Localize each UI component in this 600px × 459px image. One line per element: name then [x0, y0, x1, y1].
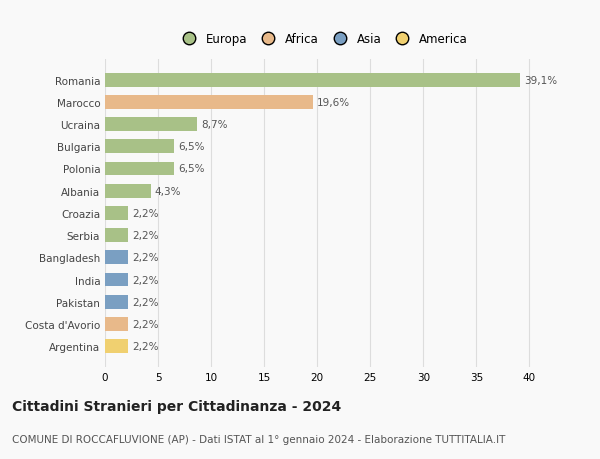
Text: 2,2%: 2,2% — [133, 319, 159, 329]
Bar — [105, 229, 128, 242]
Text: 2,2%: 2,2% — [133, 230, 159, 241]
Bar — [105, 295, 128, 309]
Text: 19,6%: 19,6% — [317, 98, 350, 108]
Bar — [105, 140, 174, 154]
Bar — [105, 96, 313, 110]
Bar — [105, 340, 128, 353]
Bar — [105, 118, 197, 132]
Text: 2,2%: 2,2% — [133, 208, 159, 218]
Bar — [105, 207, 128, 220]
Bar — [105, 162, 174, 176]
Bar — [105, 73, 520, 87]
Legend: Europa, Africa, Asia, America: Europa, Africa, Asia, America — [173, 28, 472, 51]
Text: 4,3%: 4,3% — [155, 186, 181, 196]
Text: COMUNE DI ROCCAFLUVIONE (AP) - Dati ISTAT al 1° gennaio 2024 - Elaborazione TUTT: COMUNE DI ROCCAFLUVIONE (AP) - Dati ISTA… — [12, 434, 505, 444]
Text: 6,5%: 6,5% — [178, 164, 205, 174]
Text: 2,2%: 2,2% — [133, 275, 159, 285]
Text: 39,1%: 39,1% — [524, 76, 557, 85]
Bar — [105, 273, 128, 287]
Text: Cittadini Stranieri per Cittadinanza - 2024: Cittadini Stranieri per Cittadinanza - 2… — [12, 399, 341, 413]
Text: 2,2%: 2,2% — [133, 253, 159, 263]
Bar — [105, 317, 128, 331]
Text: 8,7%: 8,7% — [202, 120, 228, 130]
Bar — [105, 185, 151, 198]
Text: 2,2%: 2,2% — [133, 297, 159, 307]
Text: 6,5%: 6,5% — [178, 142, 205, 152]
Bar — [105, 251, 128, 264]
Text: 2,2%: 2,2% — [133, 341, 159, 351]
